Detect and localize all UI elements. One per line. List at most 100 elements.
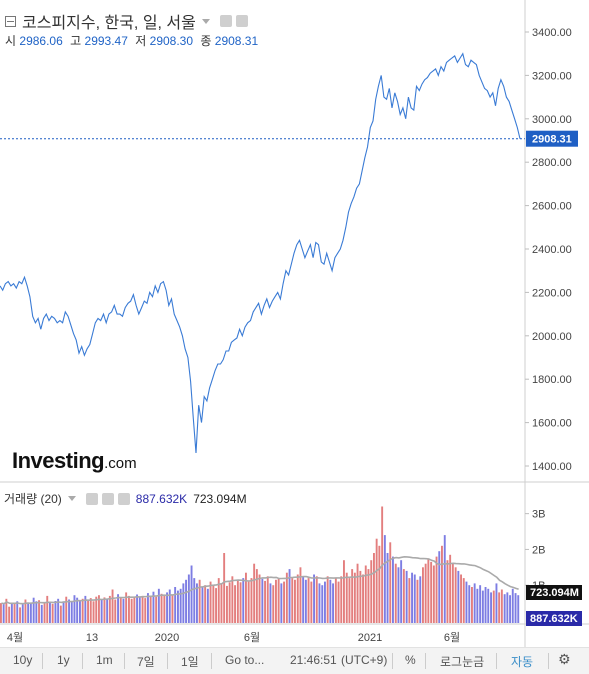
volume-bar — [283, 581, 285, 623]
volume-bar — [272, 585, 275, 623]
range-1m-button[interactable]: 1m — [96, 653, 113, 667]
volume-bar — [503, 594, 506, 623]
volume-bar — [315, 576, 318, 623]
range-1d-button[interactable]: 1일 — [181, 655, 199, 669]
volume-bar — [471, 587, 473, 623]
volume-bar — [285, 572, 288, 623]
volume-bar — [457, 570, 460, 623]
volume-bar — [476, 588, 479, 623]
volume-value-1: 887.632K — [135, 491, 188, 506]
volume-chevron-down-icon[interactable] — [67, 496, 76, 501]
volume-bar — [373, 553, 375, 623]
volume-bar — [449, 554, 452, 623]
volume-bar — [258, 574, 261, 623]
volume-bar — [405, 570, 408, 623]
low-value: 2908.30 — [149, 34, 194, 48]
volume-bar — [451, 563, 454, 623]
volume-bar — [144, 598, 147, 623]
volume-bar — [201, 587, 204, 623]
volume-bar — [89, 598, 92, 623]
volume-bar — [402, 569, 405, 623]
eye-icon[interactable] — [219, 15, 232, 27]
settings-gear-icon[interactable]: ⚙ — [558, 651, 571, 667]
volume-bar — [111, 589, 114, 623]
footer-divider — [392, 653, 393, 669]
volume-bar — [19, 607, 21, 623]
volume-bar — [462, 578, 465, 623]
volume-gear-icon[interactable] — [101, 492, 114, 505]
volume-bar — [487, 588, 490, 623]
y-tick-label: 2200.00 — [532, 287, 572, 299]
clock-time: 21:46:51 — [290, 653, 337, 667]
high-value: 2993.47 — [84, 34, 128, 48]
volume-bar — [106, 598, 109, 623]
y-tick-label: 2400.00 — [532, 244, 572, 256]
volume-bar — [264, 580, 266, 623]
volume-bar — [370, 560, 373, 623]
collapse-icon[interactable] — [5, 15, 16, 27]
volume-bar — [212, 585, 215, 623]
volume-bar — [49, 602, 51, 623]
volume-bar — [324, 581, 326, 623]
percent-toggle[interactable]: % — [405, 653, 416, 667]
volume-bar — [193, 578, 196, 623]
volume-bar — [498, 592, 501, 623]
volume-bar — [84, 595, 87, 623]
volume-bar — [157, 588, 160, 623]
volume-bar — [87, 600, 89, 623]
volume-bar — [411, 572, 413, 623]
timezone-button[interactable]: (UTC+9) — [341, 653, 388, 667]
log-scale-toggle[interactable]: 로그눈금 — [440, 655, 485, 669]
volume-bar — [10, 603, 13, 623]
volume-bar — [152, 591, 155, 623]
volume-bar — [206, 588, 209, 623]
volume-bar — [291, 578, 294, 623]
volume-bar — [242, 578, 245, 623]
volume-bar — [514, 593, 517, 623]
range-10y-button[interactable]: 10y — [13, 653, 33, 667]
chevron-down-icon[interactable] — [201, 18, 210, 24]
range-7d-button[interactable]: 7일 — [137, 655, 155, 669]
volume-bar — [103, 597, 106, 623]
volume-bar — [166, 592, 168, 623]
volume-bar — [239, 582, 242, 623]
volume-bar — [73, 595, 76, 623]
footer-divider — [124, 653, 125, 669]
volume-bar — [247, 581, 250, 623]
gear-icon[interactable] — [235, 15, 248, 27]
close-label: 종 — [200, 34, 212, 48]
range-1y-button[interactable]: 1y — [57, 653, 70, 667]
volume-bar — [400, 560, 403, 623]
volume-bar — [13, 603, 16, 623]
volume-bar — [329, 579, 332, 623]
volume-bar — [108, 595, 111, 623]
auto-scale-toggle[interactable]: 자동 — [511, 655, 534, 669]
y-tick-label: 3200.00 — [532, 70, 572, 82]
volume-bar — [517, 595, 520, 623]
volume-bar — [32, 597, 35, 623]
volume-bar — [332, 583, 334, 623]
volume-bar — [443, 535, 446, 623]
volume-bar — [465, 581, 468, 623]
goto-button[interactable]: Go to... — [225, 653, 265, 667]
volume-bar — [190, 565, 193, 623]
volume-bar — [430, 561, 433, 623]
volume-bar — [424, 563, 427, 623]
volume-bar — [304, 579, 307, 623]
volume-bar — [174, 587, 177, 623]
volume-eye-icon[interactable] — [85, 492, 98, 505]
volume-close-icon[interactable] — [117, 492, 130, 505]
volume-bar — [326, 576, 329, 623]
volume-bar — [147, 593, 149, 623]
volume-bar — [269, 583, 272, 623]
volume-bar — [5, 598, 8, 623]
x-tick-label: 2021 — [358, 632, 382, 644]
volume-bar — [136, 594, 138, 623]
volume-header: 거래량 (20) 887.632K 723.094M — [4, 490, 247, 507]
last-price-label: 2908.31 — [532, 134, 572, 146]
volume-bar — [318, 583, 321, 623]
volume-bar — [383, 535, 386, 623]
volume-bar — [334, 578, 337, 623]
y-tick-label: 1400.00 — [532, 461, 572, 473]
